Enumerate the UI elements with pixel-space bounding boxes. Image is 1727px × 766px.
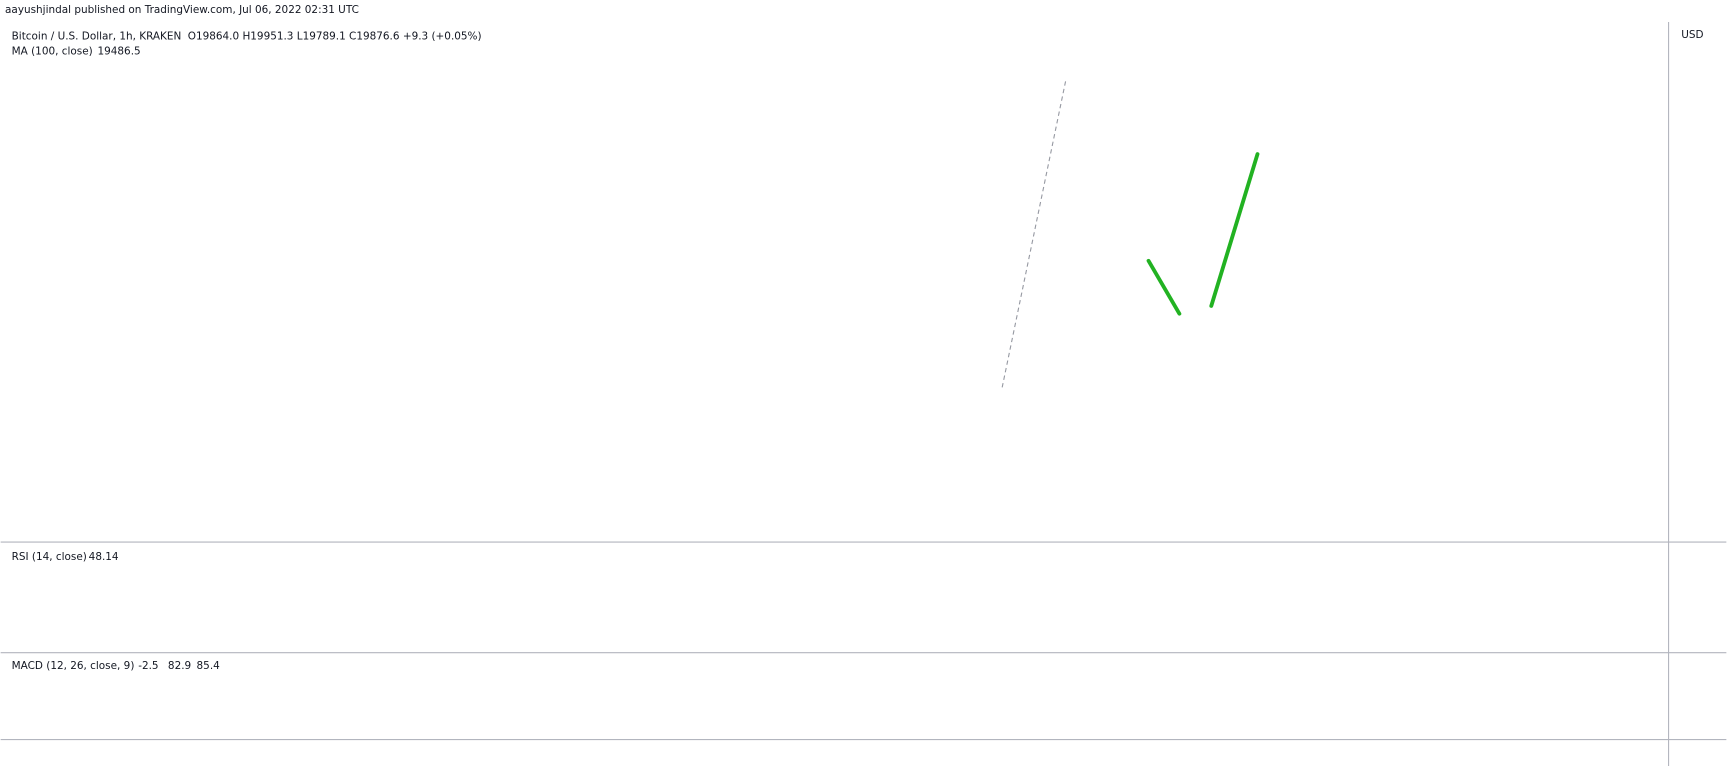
macd-name: MACD (12, 26, close, 9) [12,660,135,672]
ma-name: MA (100, close) [12,46,93,58]
signal-value: 85.4 [197,660,221,672]
forecast-arrow-up [1209,152,1260,308]
currency: USD [1681,29,1703,41]
rsi-name: RSI (14, close) [12,551,87,563]
forecast-arrow-down [1146,258,1182,316]
ohlc: O19864.0 H19951.3 L19789.1 C19876.6 +9.3… [188,30,482,42]
ma-value: 19486.5 [98,46,141,58]
rsi-value: 48.14 [89,551,119,563]
symbol: Bitcoin / U.S. Dollar, 1h, KRAKEN [12,30,182,42]
macd-value: 82.9 [168,660,191,672]
fib-diagonal [1001,79,1067,388]
publisher: aayushjindal published on TradingView.co… [5,4,359,16]
hist-value: -2.5 [138,660,158,672]
